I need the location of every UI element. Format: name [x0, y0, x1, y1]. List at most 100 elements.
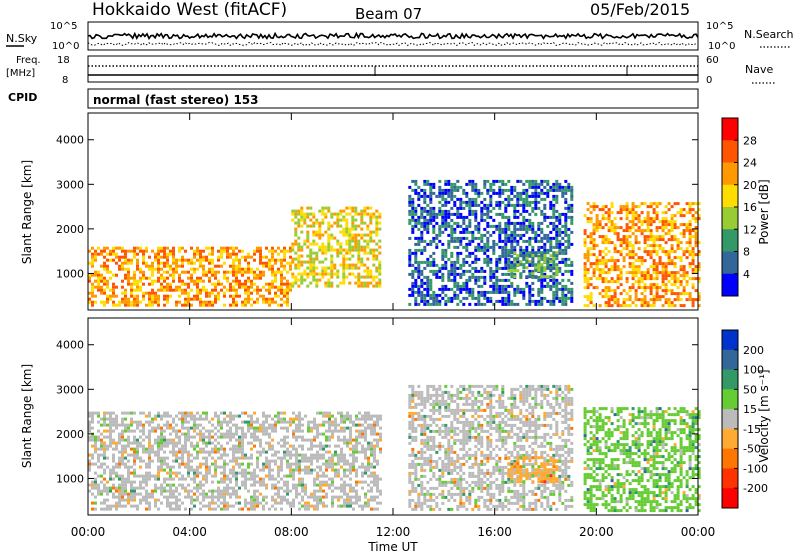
- echo-cell: [160, 444, 163, 448]
- echo-cell: [564, 269, 568, 273]
- echo-cell: [321, 212, 325, 216]
- echo-cell: [555, 200, 559, 204]
- echo-cell: [103, 483, 106, 487]
- echo-cell: [357, 254, 361, 258]
- echo-cell: [592, 271, 596, 275]
- echo-cell: [211, 423, 214, 427]
- echo-cell: [492, 284, 496, 288]
- echo-cell: [109, 297, 112, 301]
- echo-cell: [253, 252, 256, 256]
- echo-cell: [441, 194, 445, 198]
- echo-cell: [631, 265, 635, 269]
- echo-cell: [378, 215, 382, 219]
- echo-cell: [208, 291, 211, 295]
- echo-cell: [253, 498, 256, 502]
- echo-cell: [357, 257, 361, 261]
- echo-cell: [274, 483, 277, 487]
- echo-cell: [531, 221, 535, 225]
- echo-cell: [613, 229, 617, 233]
- echo-cell: [196, 297, 199, 301]
- echo-cell: [160, 432, 163, 436]
- echo-cell: [238, 270, 241, 274]
- echo-cell: [474, 200, 478, 204]
- echo-cell: [328, 450, 331, 454]
- echo-cell: [205, 450, 208, 454]
- echo-cell: [444, 203, 448, 207]
- echo-cell: [664, 253, 668, 257]
- echo-cell: [304, 504, 307, 508]
- echo-cell: [634, 271, 638, 275]
- echo-cell: [543, 242, 547, 246]
- echo-cell: [97, 252, 100, 256]
- echo-cell: [313, 456, 316, 460]
- echo-cell: [217, 435, 220, 439]
- echo-cell: [676, 295, 680, 299]
- echo-cell: [489, 182, 493, 186]
- echo-cell: [190, 435, 193, 439]
- echo-cell: [504, 182, 508, 186]
- echo-cell: [316, 498, 319, 502]
- echo-cell: [202, 249, 205, 253]
- echo-cell: [262, 273, 265, 277]
- echo-cell: [480, 236, 484, 240]
- echo-cell: [540, 281, 544, 285]
- echo-cell: [217, 441, 220, 445]
- echo-cell: [540, 182, 544, 186]
- echo-cell: [247, 261, 250, 265]
- echo-cell: [628, 286, 632, 290]
- echo-cell: [112, 483, 115, 487]
- echo-cell: [142, 498, 145, 502]
- echo-cell: [610, 268, 614, 272]
- echo-cell: [238, 462, 241, 466]
- echo-cell: [334, 426, 337, 430]
- echo-cell: [235, 300, 238, 304]
- echo-cell: [459, 263, 463, 267]
- echo-cell: [205, 255, 208, 259]
- echo-cell: [640, 259, 644, 263]
- echo-cell: [217, 429, 220, 433]
- echo-cell: [564, 263, 568, 267]
- echo-cell: [340, 459, 343, 463]
- echo-cell: [235, 264, 238, 268]
- echo-cell: [679, 298, 683, 302]
- echo-cell: [124, 291, 127, 295]
- echo-cell: [181, 414, 184, 418]
- echo-cell: [423, 260, 427, 264]
- echo-cell: [181, 411, 184, 415]
- echo-cell: [525, 197, 529, 201]
- echo-cell: [528, 293, 532, 297]
- echo-cell: [124, 498, 127, 502]
- echo-cell: [151, 303, 154, 307]
- echo-cell: [477, 224, 481, 228]
- echo-cell: [607, 238, 611, 242]
- noise-tick-right-top: 10^5: [706, 21, 733, 32]
- echo-cell: [652, 268, 656, 272]
- echo-cell: [247, 252, 250, 256]
- echo-cell: [676, 280, 680, 284]
- echo-cell: [510, 242, 514, 246]
- echo-cell: [247, 465, 250, 469]
- echo-cell: [450, 224, 454, 228]
- echo-cell: [604, 304, 608, 308]
- echo-cell: [328, 477, 331, 481]
- echo-cell: [658, 247, 662, 251]
- echo-cell: [453, 278, 457, 282]
- echo-cell: [444, 191, 448, 195]
- echo-cell: [328, 420, 331, 424]
- echo-cell: [489, 299, 493, 303]
- echo-cell: [337, 429, 340, 433]
- echo-cell: [631, 277, 635, 281]
- echo-cell: [193, 492, 196, 496]
- echo-cell: [622, 235, 626, 239]
- echo-cell: [567, 245, 571, 249]
- echo-cell: [163, 486, 166, 490]
- echo-cell: [310, 468, 313, 472]
- echo-cell: [184, 444, 187, 448]
- echo-cell: [664, 217, 668, 221]
- echo-cell: [127, 270, 130, 274]
- echo-cell: [363, 221, 367, 225]
- echo-cell: [408, 251, 412, 255]
- echo-cell: [504, 239, 508, 243]
- echo-cell: [438, 224, 442, 228]
- echo-cell: [628, 262, 632, 266]
